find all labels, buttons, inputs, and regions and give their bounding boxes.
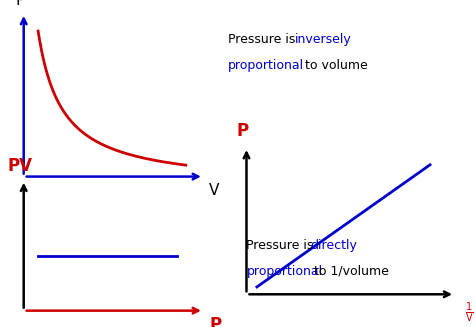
Text: inversely: inversely	[295, 33, 352, 46]
Text: P: P	[209, 316, 221, 327]
Text: Pressure is: Pressure is	[228, 33, 299, 46]
Text: PV: PV	[8, 157, 33, 175]
Text: Pressure is: Pressure is	[246, 239, 318, 252]
Text: P: P	[16, 0, 25, 8]
Text: proportional: proportional	[228, 59, 304, 72]
Text: proportional: proportional	[246, 265, 323, 278]
Text: directly: directly	[310, 239, 357, 252]
Text: to volume: to volume	[301, 59, 368, 72]
Text: P: P	[236, 122, 248, 140]
Text: V: V	[209, 183, 219, 198]
Text: to 1/volume: to 1/volume	[310, 265, 389, 278]
Text: $\mathregular{\frac{1}{V}}$: $\mathregular{\frac{1}{V}}$	[465, 300, 474, 324]
